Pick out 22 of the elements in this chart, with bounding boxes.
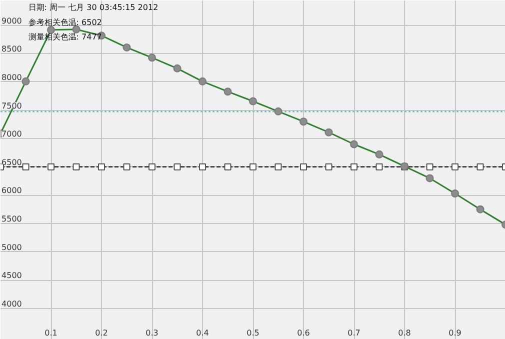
y-tick-label: 4500 (2, 271, 22, 280)
y-tick-label: 9000 (2, 16, 22, 26)
x-tick-label: 0.9 (448, 328, 462, 338)
annotation: 日期: 周一 七月 30 03:45:15 2012 (28, 3, 158, 12)
y-tick-label: 7000 (2, 130, 22, 139)
y-tick-label: 6500 (2, 158, 22, 167)
x-tick-label: 0.4 (196, 328, 209, 338)
annotation: 参考相关色温: 6502 (28, 18, 102, 27)
x-tick-label: 0.5 (246, 328, 260, 338)
y-tick-label: 6000 (2, 186, 22, 196)
y-tick-label: 7500 (2, 101, 22, 110)
x-tick-label: 0.7 (348, 328, 360, 338)
x-tick-label: 0.2 (95, 328, 108, 338)
x-tick-label: 0.1 (44, 328, 58, 338)
y-tick-label: 8000 (2, 72, 22, 82)
y-tick-label: 5000 (2, 242, 22, 252)
x-tick-label: 0.6 (297, 328, 310, 338)
y-tick-label: 8500 (2, 44, 22, 54)
y-tick-label: 5500 (2, 214, 22, 224)
x-tick-label: 0.8 (398, 328, 411, 338)
x-tick-label: 0.3 (146, 328, 158, 338)
y-tick-label: 4000 (2, 299, 22, 308)
